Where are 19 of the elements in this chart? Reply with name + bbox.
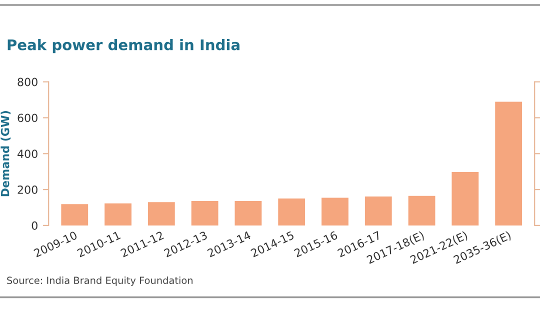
chart-title: Peak power demand in India bbox=[8, 39, 240, 54]
source-note: Source: India Brand Equity Foundation bbox=[7, 276, 192, 286]
bar bbox=[61, 204, 88, 226]
bar bbox=[322, 198, 348, 226]
y-tick-label: 0 bbox=[32, 221, 38, 230]
bar bbox=[452, 172, 479, 226]
bar bbox=[408, 196, 436, 226]
y-axis-title: Demand (GW) bbox=[0, 111, 11, 196]
bar bbox=[191, 201, 218, 226]
bar bbox=[278, 198, 306, 226]
bar bbox=[495, 102, 522, 226]
bar bbox=[148, 202, 175, 226]
y-tick-label: 800 bbox=[18, 78, 38, 86]
y-tick-label: 600 bbox=[18, 114, 38, 122]
bar bbox=[234, 201, 262, 226]
bar bbox=[364, 196, 392, 226]
y-tick-label: 200 bbox=[18, 186, 38, 194]
y-tick-label: 400 bbox=[18, 150, 38, 158]
bar bbox=[104, 203, 132, 226]
